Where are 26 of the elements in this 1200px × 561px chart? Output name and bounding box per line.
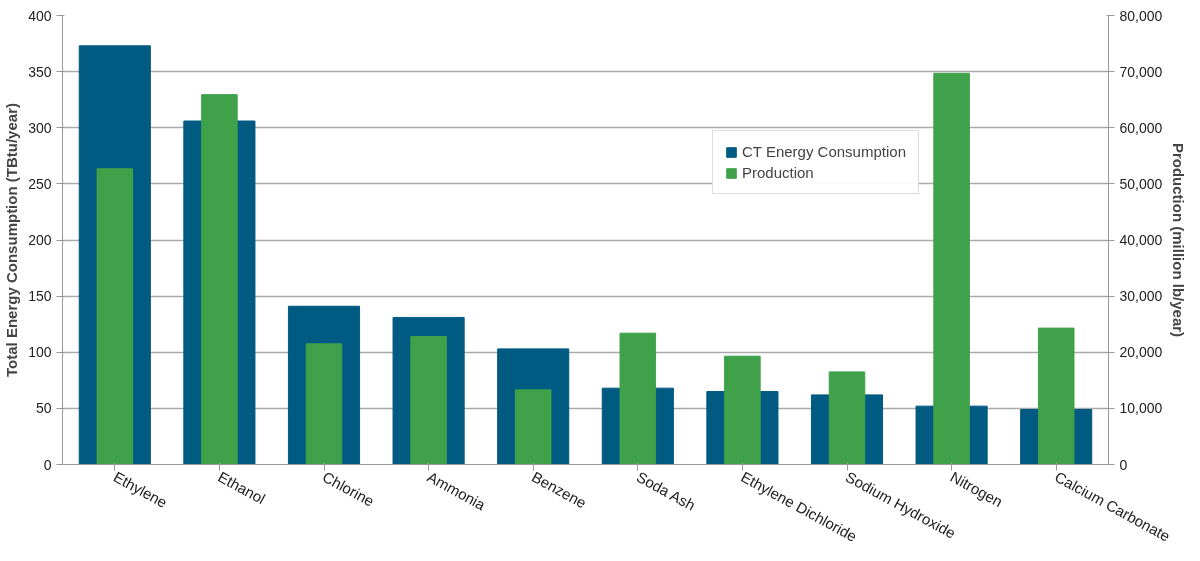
x-tick-label: Soda Ash — [633, 468, 699, 514]
y-tick-label: 400 — [28, 7, 52, 24]
y-tick-label: 0 — [43, 456, 52, 473]
bar — [514, 389, 552, 465]
legend-label: Production — [742, 164, 815, 181]
y2-tick-label: 40,000 — [1119, 232, 1163, 248]
y2-tick-label: 80,000 — [1119, 7, 1163, 24]
y-tick-label: 350 — [28, 63, 52, 80]
y-tick-label: 300 — [28, 119, 52, 136]
y2-tick-label: 30,000 — [1119, 288, 1163, 305]
bar — [96, 168, 134, 465]
y-tick-label: 100 — [28, 344, 52, 361]
y2-axis-title: Production (million lb/year) — [1170, 142, 1188, 338]
y-axis-title: Total Energy Consumption (TBtu/year) — [3, 103, 21, 377]
y2-tick-label: 0 — [1119, 456, 1128, 473]
y2-tick-label: 50,000 — [1119, 175, 1163, 192]
y-tick-label: 200 — [28, 232, 52, 248]
y-tick-label: 150 — [28, 288, 52, 305]
y2-tick-label: 10,000 — [1119, 400, 1163, 417]
y2-tick-label: 70,000 — [1119, 63, 1163, 80]
y2-tick-label: 60,000 — [1119, 119, 1163, 136]
y-tick-label: 50 — [35, 400, 52, 417]
legend-label: CT Energy Consumption — [742, 143, 906, 160]
bar — [305, 343, 343, 465]
y2-tick-label: 20,000 — [1119, 344, 1163, 361]
y-tick-label: 250 — [28, 175, 52, 192]
